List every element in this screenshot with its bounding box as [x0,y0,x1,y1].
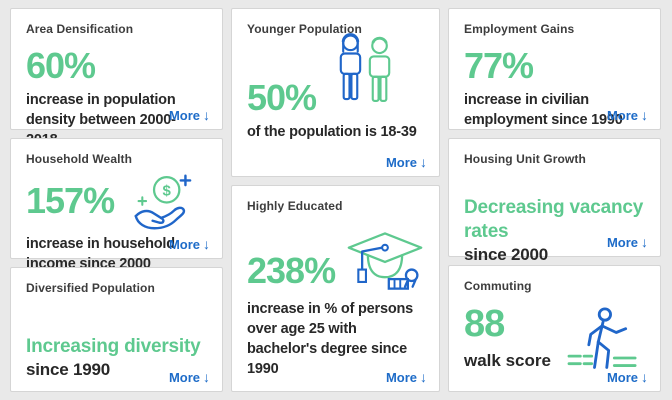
card-title: Highly Educated [247,199,343,213]
more-label: More [385,154,417,170]
more-label: More [606,369,638,385]
stat-phrase: Decreasing vacancy rates [464,197,644,242]
more-link[interactable]: More ↓ [386,154,427,170]
more-link[interactable]: More ↓ [607,369,648,385]
arrow-down-icon: ↓ [420,369,427,385]
arrow-down-icon: ↓ [203,236,210,252]
card-title: Housing Unit Growth [464,152,586,166]
column-2: Younger Population 50% of the population… [231,8,440,392]
stat-subtext: since 2000 [464,244,549,264]
stat-block: 88 walk score [464,305,551,375]
more-label: More [168,369,200,385]
stat-description: increase in % of persons over age 25 wit… [247,301,414,377]
stat-value: 88 [464,303,505,345]
arrow-down-icon: ↓ [203,107,210,123]
stat-row: 238% [247,229,424,291]
more-link[interactable]: More ↓ [169,236,210,252]
arrow-down-icon: ↓ [641,234,648,250]
stat-value: 157% [26,180,115,221]
money-hand-icon: $ [134,174,192,230]
column-3: Employment Gains 77% increase in civilia… [448,8,661,392]
card-title: Commuting [464,279,532,293]
more-link[interactable]: More ↓ [607,234,648,250]
people-icon [339,33,391,103]
more-label: More [385,369,417,385]
stat-value: 238% [247,250,336,291]
arrow-down-icon: ↓ [420,154,427,170]
card-title: Younger Population [247,22,362,36]
card-commuting: Commuting 88 walk score Mor [448,265,661,392]
arrow-down-icon: ↓ [203,369,210,385]
card-title: Household Wealth [26,152,133,166]
stat-row: 88 walk score [464,305,645,375]
card-title: Employment Gains [464,22,575,36]
card-younger-population: Younger Population 50% of the population… [231,8,440,177]
stat-value: 77% [464,45,534,86]
card-household-wealth: Household Wealth 157% $ increase in hous… [10,138,223,272]
more-label: More [606,107,638,123]
card-employment-gains: Employment Gains 77% increase in civilia… [448,8,661,130]
stat-value: 60% [26,45,96,86]
more-link[interactable]: More ↓ [169,107,210,123]
stat-description: increase in civilian employment since 19… [464,92,623,128]
more-link[interactable]: More ↓ [607,107,648,123]
stat-description: of the population is 18-39 [247,124,417,140]
more-link[interactable]: More ↓ [386,369,427,385]
card-highly-educated: Highly Educated 238% increase in % of pe… [231,185,440,392]
card-area-densification: Area Densification 60% increase in popul… [10,8,223,148]
stat-subtext: since 1990 [26,359,111,379]
card-title: Diversified Population [26,281,155,295]
stat-row: 157% $ [26,170,207,232]
card-title: Area Densification [26,22,134,36]
card-housing-unit-growth: Housing Unit Growth Decreasing vacancy r… [448,138,661,264]
arrow-down-icon: ↓ [641,369,648,385]
card-diversified-population: Diversified Population Increasing divers… [10,267,223,392]
stat-value: 50% [247,77,317,118]
stat-description: walk score [464,351,551,370]
column-1: Area Densification 60% increase in popul… [10,8,223,392]
more-label: More [168,236,200,252]
pedestrian-icon [567,307,637,369]
arrow-down-icon: ↓ [641,107,648,123]
more-label: More [606,234,638,250]
stat-phrase: Increasing diversity [26,336,201,357]
more-link[interactable]: More ↓ [169,369,210,385]
more-label: More [168,107,200,123]
svg-text:$: $ [163,182,172,199]
graduation-cap-icon [347,232,423,290]
